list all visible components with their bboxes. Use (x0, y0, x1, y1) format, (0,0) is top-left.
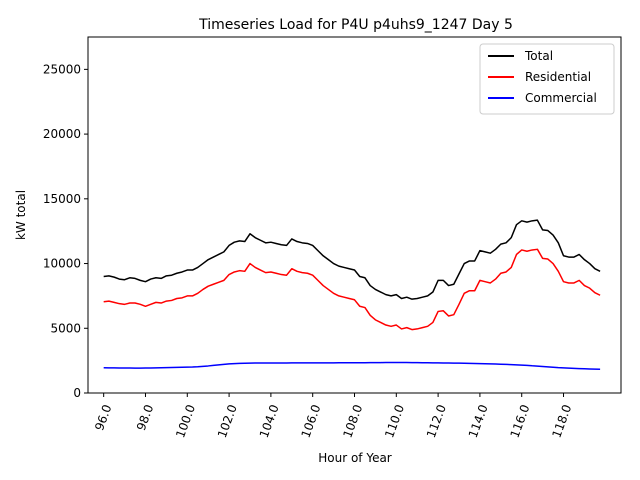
legend-label-total: Total (524, 49, 553, 63)
legend-label-residential: Residential (525, 70, 591, 84)
series-line-commercial (103, 361, 601, 371)
y-axis-label: kW total (14, 190, 28, 240)
y-tick-label: 20000 (43, 127, 81, 141)
chart-title: Timeseries Load for P4U p4uhs9_1247 Day … (198, 17, 513, 33)
x-axis-label: Hour of Year (318, 451, 392, 465)
y-tick-label: 25000 (43, 62, 81, 76)
y-tick-label: 15000 (43, 192, 81, 206)
series-line-residential (103, 248, 601, 331)
y-tick-label: 0 (73, 386, 81, 400)
series-line-total (103, 219, 601, 300)
y-tick-label: 5000 (50, 321, 81, 335)
legend-label-commercial: Commercial (525, 91, 597, 105)
y-tick-label: 10000 (43, 257, 81, 271)
series-group (103, 219, 601, 371)
legend: Total Residential Commercial (479, 43, 615, 115)
legend-box (479, 43, 615, 115)
